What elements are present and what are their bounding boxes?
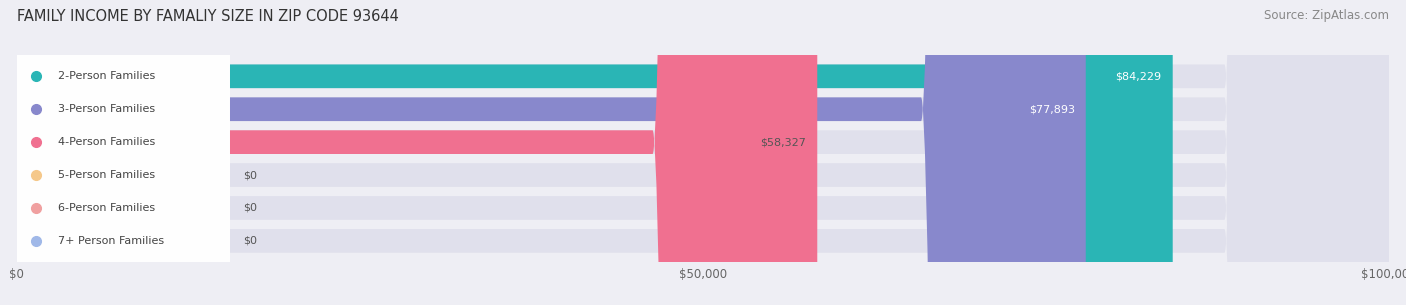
Text: Source: ZipAtlas.com: Source: ZipAtlas.com [1264,9,1389,22]
FancyBboxPatch shape [17,0,1085,305]
Text: $0: $0 [243,203,257,213]
Text: 7+ Person Families: 7+ Person Families [58,236,165,246]
FancyBboxPatch shape [17,0,1389,305]
Text: $0: $0 [243,170,257,180]
FancyBboxPatch shape [17,0,229,305]
Text: 5-Person Families: 5-Person Families [58,170,155,180]
FancyBboxPatch shape [17,0,1389,305]
FancyBboxPatch shape [17,0,229,305]
Text: $77,893: $77,893 [1029,104,1074,114]
Text: 3-Person Families: 3-Person Families [58,104,155,114]
FancyBboxPatch shape [17,0,229,305]
FancyBboxPatch shape [17,0,1389,305]
FancyBboxPatch shape [17,0,229,305]
FancyBboxPatch shape [17,0,817,305]
Text: $84,229: $84,229 [1115,71,1161,81]
Text: $0: $0 [243,236,257,246]
Text: 4-Person Families: 4-Person Families [58,137,155,147]
FancyBboxPatch shape [17,0,1389,305]
FancyBboxPatch shape [17,0,229,305]
Text: 6-Person Families: 6-Person Families [58,203,155,213]
FancyBboxPatch shape [17,0,1173,305]
Text: $58,327: $58,327 [761,137,806,147]
FancyBboxPatch shape [17,0,1389,305]
FancyBboxPatch shape [17,0,229,305]
FancyBboxPatch shape [17,0,1389,305]
Text: FAMILY INCOME BY FAMALIY SIZE IN ZIP CODE 93644: FAMILY INCOME BY FAMALIY SIZE IN ZIP COD… [17,9,399,24]
Text: 2-Person Families: 2-Person Families [58,71,155,81]
